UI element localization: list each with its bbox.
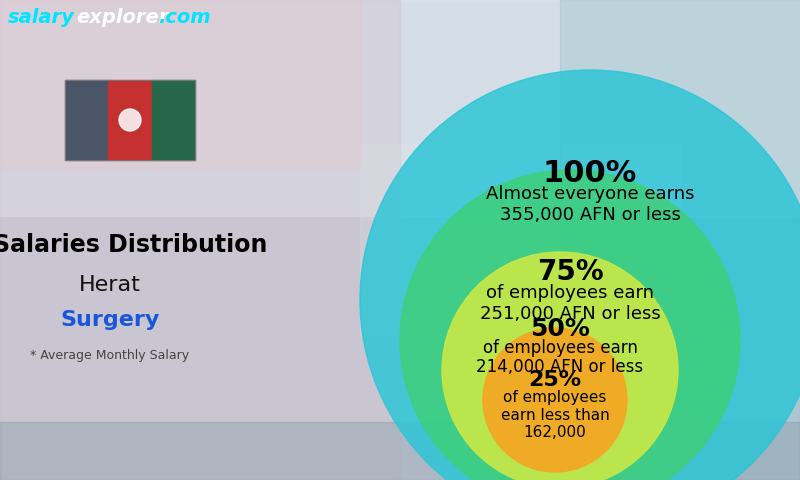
- Bar: [360, 144, 680, 336]
- Text: 100%: 100%: [543, 159, 637, 188]
- Text: * Average Monthly Salary: * Average Monthly Salary: [30, 348, 190, 361]
- Bar: [560, 0, 800, 480]
- Text: salary: salary: [8, 8, 75, 27]
- Text: explorer: explorer: [76, 8, 168, 27]
- Text: of employees: of employees: [503, 390, 606, 405]
- Text: 214,000 AFN or less: 214,000 AFN or less: [477, 358, 643, 376]
- Text: 75%: 75%: [537, 258, 603, 286]
- Circle shape: [400, 170, 740, 480]
- Text: Almost everyone earns: Almost everyone earns: [486, 185, 694, 204]
- Text: 355,000 AFN or less: 355,000 AFN or less: [499, 206, 681, 224]
- Text: Salaries Distribution: Salaries Distribution: [0, 233, 267, 257]
- Circle shape: [483, 328, 627, 472]
- Text: of employees earn: of employees earn: [482, 339, 638, 357]
- Bar: [0, 0, 800, 216]
- Circle shape: [119, 109, 141, 131]
- Bar: [0, 0, 400, 480]
- Text: earn less than: earn less than: [501, 408, 610, 422]
- Text: Herat: Herat: [79, 275, 141, 295]
- Text: 25%: 25%: [529, 370, 582, 390]
- Text: 251,000 AFN or less: 251,000 AFN or less: [480, 305, 660, 323]
- Text: 162,000: 162,000: [524, 425, 586, 440]
- Bar: [108, 80, 152, 160]
- Circle shape: [360, 70, 800, 480]
- Circle shape: [442, 252, 678, 480]
- Bar: [65, 80, 195, 160]
- Bar: [65, 80, 108, 160]
- Bar: [0, 422, 800, 480]
- Bar: [0, 0, 360, 168]
- Text: 50%: 50%: [530, 317, 590, 341]
- Text: .com: .com: [158, 8, 210, 27]
- Bar: [152, 80, 195, 160]
- Text: of employees earn: of employees earn: [486, 284, 654, 302]
- Text: Surgery: Surgery: [60, 310, 160, 330]
